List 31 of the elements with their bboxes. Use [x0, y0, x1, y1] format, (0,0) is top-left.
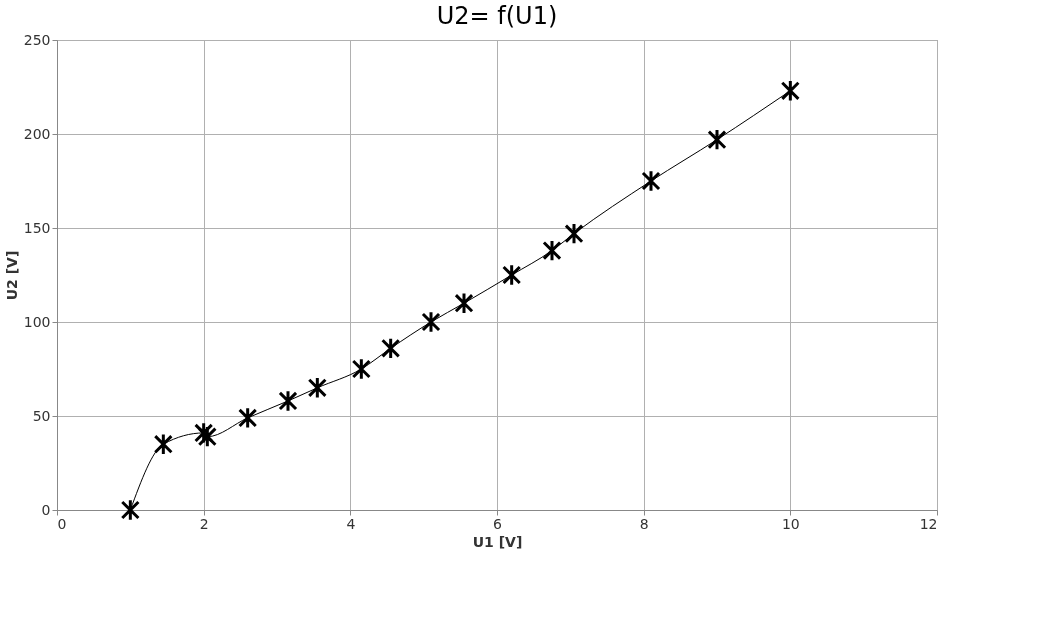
point [120, 498, 140, 522]
x-tick-label: 4 [346, 515, 356, 532]
y-tick-label: 250 [23, 31, 51, 48]
point [307, 376, 327, 399]
point [153, 433, 173, 456]
point [421, 310, 441, 334]
x-tick-label: 6 [493, 515, 503, 532]
x-tick-label: 8 [639, 515, 649, 532]
point [351, 357, 371, 381]
point [564, 222, 584, 245]
point [780, 79, 800, 102]
point [502, 263, 522, 287]
y-tick-label: 0 [41, 501, 51, 518]
point [238, 406, 258, 430]
y-tick-label: 100 [23, 313, 51, 330]
point [381, 337, 401, 360]
chart-title: U2= f(U1) [436, 2, 558, 30]
y-tick-label: 150 [23, 219, 51, 236]
point [278, 389, 298, 413]
x-axis-title: U1 [V] [472, 533, 523, 550]
point [454, 292, 474, 315]
x-tick-label: 2 [199, 515, 209, 532]
x-tick-label: 10 [781, 515, 800, 532]
point [641, 169, 661, 193]
x-tick-label: 0 [57, 515, 67, 532]
x-tick-label: 12 [919, 515, 938, 532]
point [542, 239, 562, 262]
point [707, 128, 727, 151]
y-tick-label: 50 [32, 407, 51, 424]
y-tick-label: 200 [23, 125, 51, 142]
y-axis-title: U2 [V] [3, 250, 20, 301]
